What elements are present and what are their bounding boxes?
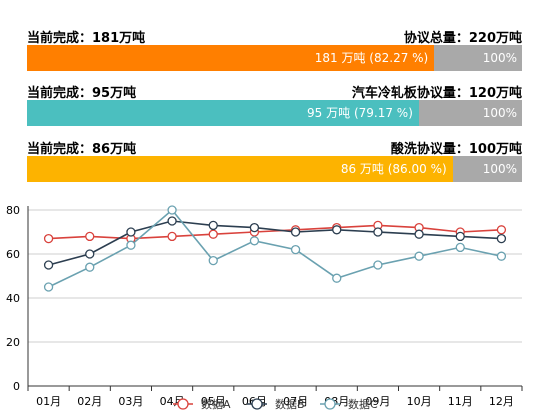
agreement-total-label: 协议总量：220万吨 (403, 31, 522, 46)
data-point (496, 233, 507, 244)
data-point (167, 216, 177, 226)
current-completed-label: 当前完成：86万吨 (27, 142, 137, 157)
progress-block: 当前完成：181万吨 协议总量：220万吨 181 万吨 (82.27 %) 1… (27, 27, 522, 71)
progress-bar-total-label: 100% (482, 162, 517, 176)
legend-label: 数据A (201, 397, 231, 411)
legend-label: 数据C (348, 397, 378, 411)
agreement-total-label: 酸洗协议量：100万吨 (390, 142, 522, 157)
x-tick-label: 10月 (407, 395, 432, 408)
progress-header: 当前完成：95万吨 汽车冷轧板协议量：120万吨 (27, 82, 522, 101)
data-point (126, 240, 136, 250)
data-point (85, 231, 95, 242)
current-completed-label: 当前完成：95万吨 (27, 86, 137, 101)
progress-bar-value-label: 95 万吨 (79.17 %) (307, 106, 413, 120)
x-tick-label: 11月 (448, 395, 473, 408)
legend-marker (324, 398, 336, 410)
series-line (48, 224, 502, 240)
y-tick-label: 60 (6, 248, 20, 261)
data-point (43, 233, 54, 244)
progress-header: 当前完成：181万吨 协议总量：220万吨 (27, 27, 522, 46)
x-tick-label: 12月 (489, 395, 514, 408)
data-point (332, 273, 342, 283)
progress-bar-track: 181 万吨 (82.27 %) 100% (27, 45, 522, 71)
data-point (290, 227, 301, 237)
data-point (208, 255, 218, 266)
data-point (43, 260, 54, 270)
series-line (48, 220, 502, 266)
x-tick-label: 01月 (36, 395, 61, 408)
progress-block: 当前完成：86万吨 酸洗协议量：100万吨 86 万吨 (86.00 %) 10… (27, 138, 522, 182)
progress-bar-total-label: 100% (482, 106, 517, 120)
data-point (414, 229, 424, 239)
line-chart: 02040608001月02月03月04月05月06月07月08月09月10月1… (6, 204, 523, 411)
progress-bar-fill: 95 万吨 (79.17 %) (27, 100, 419, 126)
data-point (290, 244, 301, 255)
x-tick-label: 02月 (77, 395, 102, 408)
y-tick-label: 40 (6, 292, 20, 305)
y-tick-label: 0 (13, 380, 20, 393)
data-point (43, 282, 54, 292)
data-point (496, 225, 507, 235)
x-tick-label: 03月 (118, 395, 143, 408)
data-point (496, 251, 507, 261)
progress-bar-value-label: 181 万吨 (82.27 %) (314, 51, 429, 65)
data-point (414, 251, 424, 261)
data-point (455, 242, 465, 253)
data-point (85, 249, 95, 259)
data-point (167, 231, 177, 242)
x-tick-label: 05月 (201, 395, 226, 408)
legend-marker (251, 398, 263, 410)
x-tick-label: 07月 (283, 395, 308, 408)
data-point (373, 260, 383, 270)
progress-bar-fill: 181 万吨 (82.27 %) (27, 45, 435, 71)
progress-bar-fill: 86 万吨 (86.00 %) (27, 156, 453, 182)
agreement-total-label: 汽车冷轧板协议量：120万吨 (351, 86, 522, 101)
data-point (249, 236, 260, 246)
progress-bar-track: 86 万吨 (86.00 %) 100% (27, 156, 522, 182)
data-point (373, 227, 383, 237)
progress-bar-track: 95 万吨 (79.17 %) 100% (27, 100, 522, 126)
data-point (455, 231, 465, 242)
data-point (167, 205, 177, 215)
progress-bar-total-label: 100% (482, 51, 517, 65)
y-tick-label: 80 (6, 204, 20, 217)
data-point (332, 225, 342, 235)
legend-label: 数据B (275, 397, 305, 411)
current-completed-label: 当前完成：181万吨 (27, 31, 146, 46)
data-point (85, 262, 95, 272)
data-point (249, 222, 260, 233)
series-line (48, 208, 502, 288)
y-tick-label: 20 (6, 336, 20, 349)
progress-header: 当前完成：86万吨 酸洗协议量：100万吨 (27, 138, 522, 157)
x-tick-label: 09月 (365, 395, 390, 408)
data-point (208, 220, 218, 231)
data-point (126, 227, 136, 237)
data-point (208, 229, 218, 239)
progress-block: 当前完成：95万吨 汽车冷轧板协议量：120万吨 95 万吨 (79.17 %)… (27, 82, 522, 126)
progress-bar-value-label: 86 万吨 (86.00 %) (340, 162, 447, 176)
legend-marker (177, 398, 189, 410)
